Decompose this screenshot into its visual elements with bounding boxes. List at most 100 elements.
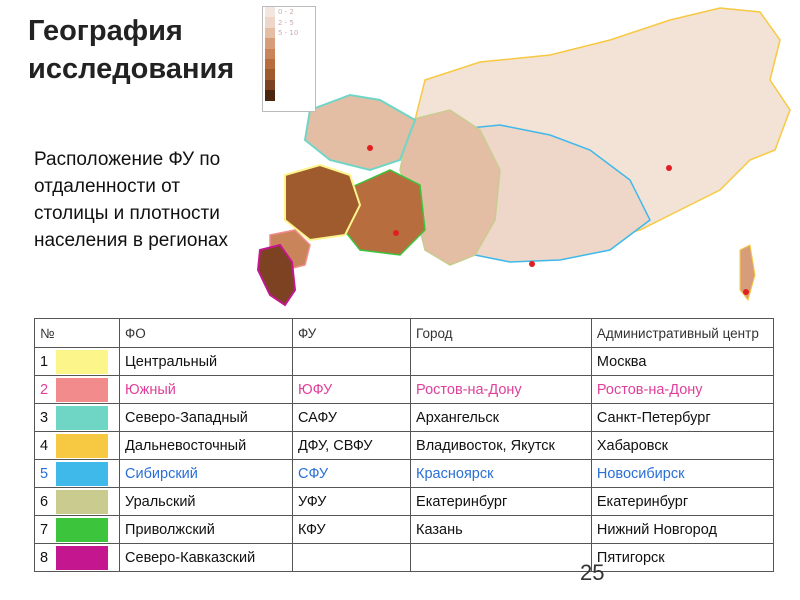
legend-label: 10 - 20 bbox=[278, 39, 303, 48]
cell-fo: Уральский bbox=[119, 487, 294, 516]
cell-admin: Ростов-на-Дону bbox=[590, 375, 775, 404]
table-header-row: № ФО ФУ Город Административный центр bbox=[33, 318, 775, 348]
city-dot-krasnoyarsk bbox=[529, 261, 535, 267]
cell-city: Красноярск bbox=[410, 459, 592, 488]
cell-fu: ЮФУ bbox=[292, 375, 412, 404]
legend-item: 50 - 60 bbox=[263, 79, 315, 91]
legend-item: 2 - 5 bbox=[263, 17, 315, 28]
cell-city: Архангельск bbox=[410, 403, 592, 432]
city-dot-arkhangelsk bbox=[367, 145, 373, 151]
central-region bbox=[284, 163, 362, 242]
cell-fu: САФУ bbox=[292, 403, 412, 432]
cell-fu: КФУ bbox=[292, 515, 412, 544]
legend-label: 2 - 5 bbox=[278, 18, 294, 27]
district-color-swatch bbox=[56, 349, 108, 374]
table-header-cell: Административный центр bbox=[590, 318, 775, 348]
table-row: 4 Дальневосточный ДФУ, СВФУ Владивосток, Як… bbox=[33, 431, 775, 460]
legend-swatch bbox=[265, 79, 275, 91]
row-number: 1 bbox=[40, 353, 49, 370]
legend-swatch bbox=[265, 69, 275, 80]
table-row: 1 Центральный Москва bbox=[33, 347, 775, 376]
cell-fu: УФУ bbox=[292, 487, 412, 516]
table-header-cell: ФО bbox=[119, 318, 294, 348]
legend-swatch bbox=[265, 27, 275, 39]
sakhalin-region bbox=[739, 244, 756, 302]
cell-admin: Екатеринбург bbox=[590, 487, 775, 516]
legend-label: 50 - 60 bbox=[278, 80, 303, 89]
row-number: 2 bbox=[40, 381, 49, 398]
legend-label: 20 - 30 bbox=[278, 49, 303, 58]
cell-city bbox=[410, 347, 592, 376]
row-number: 3 bbox=[40, 409, 49, 426]
table-row: 8 Северо-Кавказский Пятигорск bbox=[33, 543, 775, 572]
page-number: 25 bbox=[580, 560, 605, 585]
district-color-swatch bbox=[56, 517, 108, 542]
legend-item: 0 - 2 bbox=[263, 7, 315, 18]
cell-fo: Северо-Кавказский bbox=[119, 543, 294, 572]
cell-city: Екатеринбург bbox=[410, 487, 592, 516]
legend-label: 40 - 50 bbox=[278, 70, 303, 79]
district-color-swatch bbox=[56, 461, 108, 486]
table-header-cell: № bbox=[33, 318, 121, 348]
legend-item: 5 - 10 bbox=[263, 27, 315, 39]
cell-city: Казань bbox=[410, 515, 592, 544]
city-dot-ekaterinburg bbox=[393, 230, 399, 236]
legend-item: 30 - 40 bbox=[263, 58, 315, 70]
legend-swatch bbox=[265, 48, 275, 59]
district-color-swatch bbox=[56, 377, 108, 402]
legend-item: 60+ bbox=[263, 90, 315, 101]
cell-fo: Приволжский bbox=[119, 515, 294, 544]
row-number-cell: 4 bbox=[33, 431, 121, 460]
table-row: 5 Сибирский СФУ Красноярск Новосибирск bbox=[33, 459, 775, 488]
row-number: 7 bbox=[40, 521, 49, 538]
row-number: 4 bbox=[40, 437, 49, 454]
cell-admin: Санкт-Петербург bbox=[590, 403, 775, 432]
cell-city: Ростов-на-Дону bbox=[410, 375, 592, 404]
row-number-cell: 6 bbox=[33, 487, 121, 516]
city-dot-vladivostok bbox=[743, 289, 749, 295]
legend-item: 40 - 50 bbox=[263, 69, 315, 80]
slide-description: Расположение ФУ по отдаленности от столи… bbox=[34, 149, 228, 251]
legend-label: 0 - 2 bbox=[278, 8, 294, 17]
legend-swatch bbox=[265, 7, 275, 18]
row-number-cell: 5 bbox=[33, 459, 121, 488]
row-number-cell: 3 bbox=[33, 403, 121, 432]
cell-city: Владивосток, Якутск bbox=[410, 431, 592, 460]
table-row: 3 Северо-Западный САФУ Архангельск Санкт-Пет… bbox=[33, 403, 775, 432]
legend-swatch bbox=[265, 58, 275, 70]
cell-fu: ДФУ, СВФУ bbox=[292, 431, 412, 460]
cell-admin: Новосибирск bbox=[590, 459, 775, 488]
cell-fu bbox=[292, 347, 412, 376]
row-number-cell: 1 bbox=[33, 347, 121, 376]
row-number: 6 bbox=[40, 493, 49, 510]
row-number-cell: 2 bbox=[33, 375, 121, 404]
cell-admin: Хабаровск bbox=[590, 431, 775, 460]
district-color-swatch bbox=[56, 489, 108, 514]
city-dot-yakutsk bbox=[666, 165, 672, 171]
table-row: 6 Уральский УФУ Екатеринбург Екатеринбург bbox=[33, 487, 775, 516]
legend-item: 20 - 30 bbox=[263, 48, 315, 59]
cell-fo: Дальневосточный bbox=[119, 431, 294, 460]
table-header-cell: Город bbox=[410, 318, 592, 348]
cell-fo: Северо-Западный bbox=[119, 403, 294, 432]
row-number: 8 bbox=[40, 549, 49, 566]
table-header-cell: ФУ bbox=[292, 318, 412, 348]
northwest-region bbox=[303, 93, 417, 172]
cell-fo: Сибирский bbox=[119, 459, 294, 488]
cell-admin: Пятигорск bbox=[590, 543, 775, 572]
legend-label: 60+ bbox=[278, 91, 293, 100]
legend-label: 30 - 40 bbox=[278, 60, 303, 69]
cell-admin: Москва bbox=[590, 347, 775, 376]
row-number: 5 bbox=[40, 465, 49, 482]
table-row: 7 Приволжский КФУ Казань Нижний Новгород bbox=[33, 515, 775, 544]
cell-fo: Центральный bbox=[119, 347, 294, 376]
cell-city bbox=[410, 543, 592, 572]
legend-label: 5 - 10 bbox=[278, 28, 299, 37]
legend-swatch bbox=[265, 38, 275, 49]
cell-fo: Южный bbox=[119, 375, 294, 404]
district-color-swatch bbox=[56, 545, 108, 570]
federal-districts-table: № ФО ФУ Город Административный центр 1 Централ… bbox=[33, 318, 775, 572]
row-number-cell: 8 bbox=[33, 543, 121, 572]
slide-title: География исследования bbox=[28, 15, 235, 85]
